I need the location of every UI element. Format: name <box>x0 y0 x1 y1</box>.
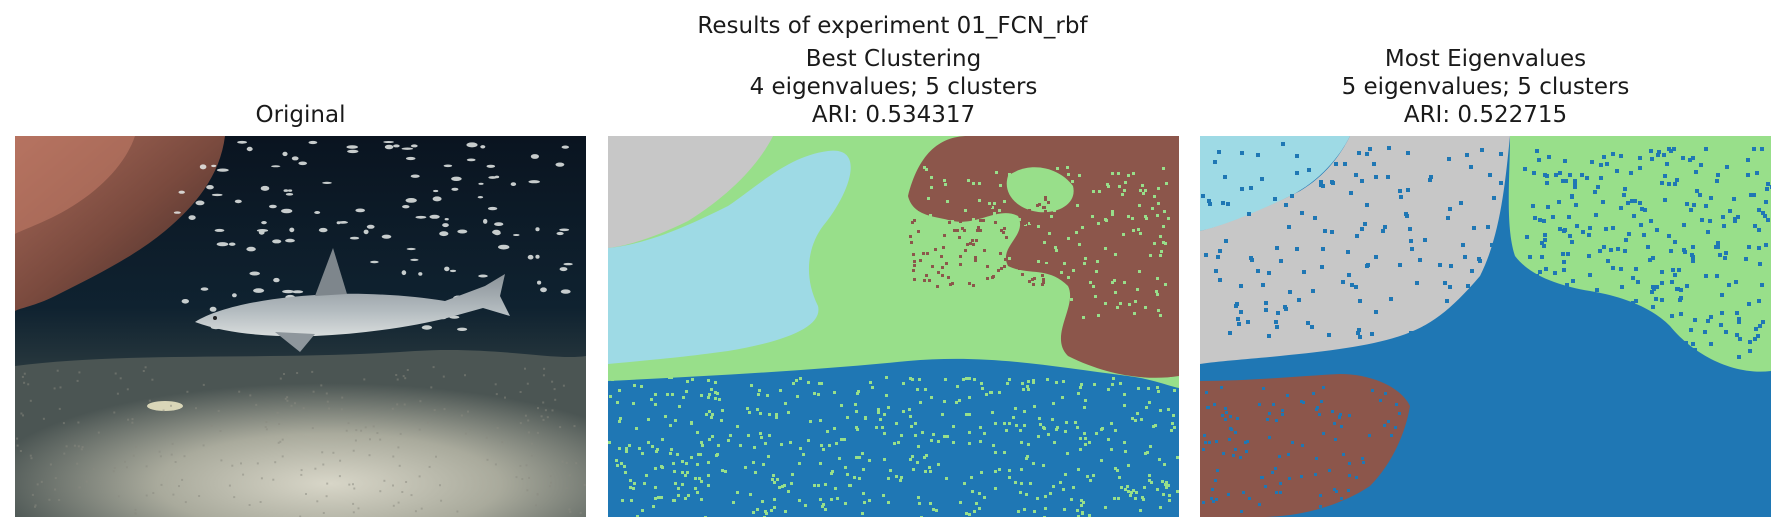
best-clustering-segmentation <box>608 136 1179 517</box>
shark-photo <box>15 136 586 517</box>
best-title-line-2: 4 eigenvalues; 5 clusters <box>749 74 1038 100</box>
best-title-line-3: ARI: 0.534317 <box>811 102 976 128</box>
most-title-line-2: 5 eigenvalues; 5 clusters <box>1341 74 1630 100</box>
figure-suptitle: Results of experiment 01_FCN_rbf <box>697 13 1088 39</box>
best-clustering-panel-title: Best Clustering 4 eigenvalues; 5 cluster… <box>608 45 1179 129</box>
most-eigenvalues-map <box>1200 136 1771 517</box>
most-eigenvalues-segmentation <box>1200 136 1771 517</box>
original-panel-title: Original <box>15 101 586 129</box>
best-clustering-map <box>608 136 1179 517</box>
most-eigenvalues-panel-title: Most Eigenvalues 5 eigenvalues; 5 cluste… <box>1200 45 1771 129</box>
original-image <box>15 136 586 517</box>
original-title-line-1: Original <box>255 102 346 128</box>
best-title-line-1: Best Clustering <box>805 46 982 72</box>
most-title-line-3: ARI: 0.522715 <box>1403 102 1568 128</box>
most-title-line-1: Most Eigenvalues <box>1384 46 1587 72</box>
